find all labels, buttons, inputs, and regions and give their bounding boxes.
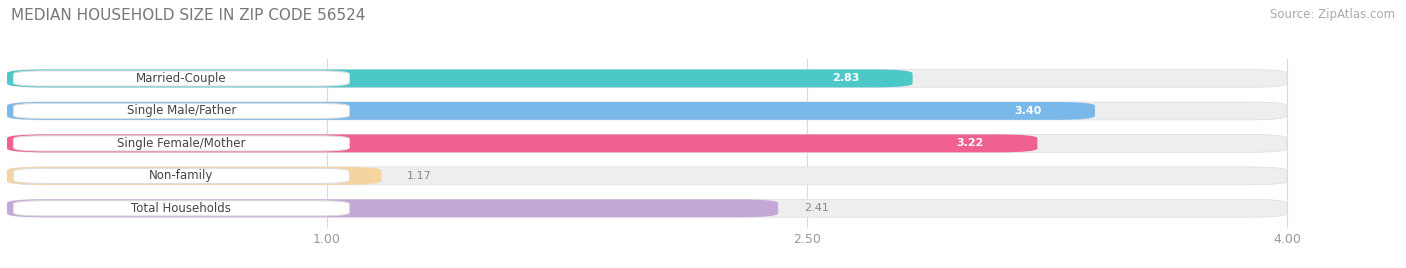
FancyBboxPatch shape	[7, 69, 1286, 87]
Text: 2.83: 2.83	[832, 73, 859, 83]
FancyBboxPatch shape	[7, 102, 1095, 120]
Text: Non-family: Non-family	[149, 169, 214, 182]
FancyBboxPatch shape	[14, 201, 350, 216]
Text: Single Male/Father: Single Male/Father	[127, 105, 236, 117]
FancyBboxPatch shape	[910, 137, 1031, 150]
Text: MEDIAN HOUSEHOLD SIZE IN ZIP CODE 56524: MEDIAN HOUSEHOLD SIZE IN ZIP CODE 56524	[11, 8, 366, 23]
FancyBboxPatch shape	[967, 104, 1088, 118]
FancyBboxPatch shape	[7, 199, 1286, 217]
FancyBboxPatch shape	[7, 69, 912, 87]
Text: Married-Couple: Married-Couple	[136, 72, 226, 85]
FancyBboxPatch shape	[7, 135, 1286, 152]
Text: Single Female/Mother: Single Female/Mother	[117, 137, 246, 150]
FancyBboxPatch shape	[14, 168, 350, 183]
Text: Source: ZipAtlas.com: Source: ZipAtlas.com	[1270, 8, 1395, 21]
FancyBboxPatch shape	[785, 72, 907, 85]
FancyBboxPatch shape	[7, 102, 1286, 120]
FancyBboxPatch shape	[7, 167, 381, 185]
Text: Total Households: Total Households	[132, 202, 232, 215]
FancyBboxPatch shape	[14, 136, 350, 151]
Text: 3.40: 3.40	[1014, 106, 1042, 116]
Text: 1.17: 1.17	[406, 171, 432, 181]
FancyBboxPatch shape	[14, 71, 350, 86]
FancyBboxPatch shape	[7, 135, 1038, 152]
FancyBboxPatch shape	[14, 103, 350, 118]
Text: 2.41: 2.41	[804, 203, 828, 213]
Text: 3.22: 3.22	[956, 138, 984, 148]
FancyBboxPatch shape	[7, 167, 1286, 185]
FancyBboxPatch shape	[7, 199, 778, 217]
